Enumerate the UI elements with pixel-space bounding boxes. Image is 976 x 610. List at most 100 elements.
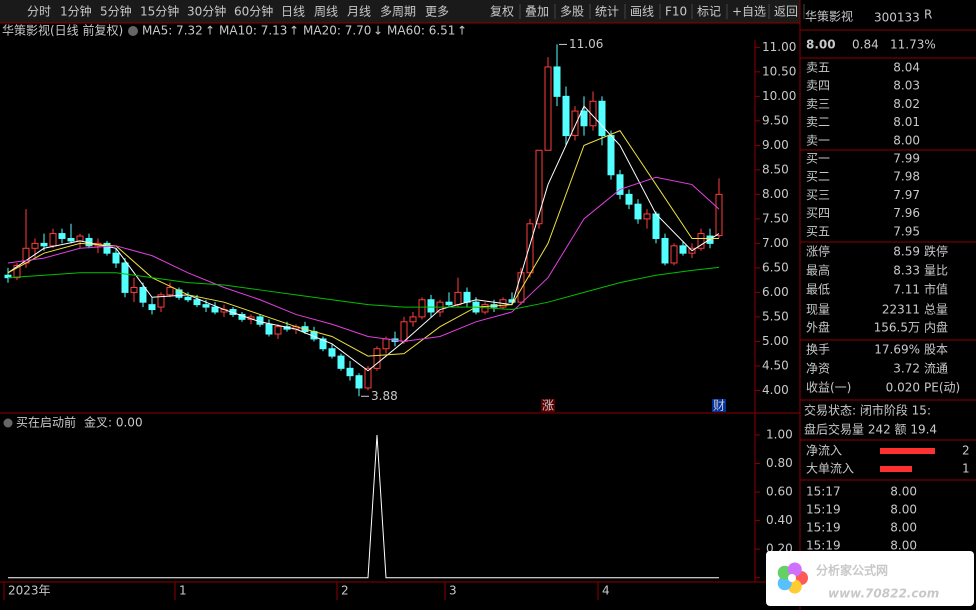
candle-body bbox=[679, 245, 687, 254]
y-tick-label: 6.00 bbox=[762, 285, 789, 299]
y-tick-label: 9.50 bbox=[762, 113, 789, 127]
watermark-logo bbox=[787, 562, 802, 577]
watermark-logo bbox=[777, 576, 792, 591]
y-tick-label: 0.60 bbox=[766, 485, 793, 499]
watermark-bg bbox=[766, 551, 974, 606]
y-tick-label: 6.50 bbox=[762, 260, 789, 274]
legend-arrow: ↑ bbox=[457, 24, 467, 38]
stat-label: PE(动) bbox=[924, 381, 960, 395]
price-pct: 11.73% bbox=[890, 38, 936, 52]
tick-time: 15:19 bbox=[806, 503, 841, 517]
candle-body bbox=[202, 304, 210, 308]
candle-body bbox=[148, 304, 156, 311]
tool-button[interactable]: 画线 bbox=[630, 5, 654, 19]
book-price: 8.03 bbox=[893, 79, 920, 93]
stat-value: 22311 bbox=[882, 303, 920, 317]
period-tab[interactable]: 60分钟 bbox=[234, 4, 273, 19]
tool-button[interactable]: F10 bbox=[665, 5, 687, 19]
tool-button[interactable]: 多股 bbox=[560, 5, 584, 19]
candle-body bbox=[562, 95, 570, 137]
period-tab[interactable]: 5分钟 bbox=[100, 4, 132, 19]
price-change: 0.84 bbox=[852, 38, 879, 52]
stat-label: 流通 bbox=[924, 362, 948, 376]
tick-time: 15:19 bbox=[806, 521, 841, 535]
tool-button[interactable]: 标记 bbox=[697, 5, 721, 19]
candle-body bbox=[571, 110, 579, 137]
candle-body bbox=[130, 286, 138, 293]
period-tab[interactable]: 多周期 bbox=[380, 5, 416, 19]
y-tick-label: 4.50 bbox=[762, 358, 789, 372]
ma-line bbox=[7, 266, 720, 311]
period-tab[interactable]: 分时 bbox=[27, 5, 51, 19]
candle-body bbox=[265, 323, 273, 335]
tick-time: 15:19 bbox=[806, 539, 841, 553]
tick-price: 8.00 bbox=[890, 521, 917, 535]
candle-body bbox=[643, 213, 651, 220]
settings-icon[interactable] bbox=[128, 26, 138, 36]
stock-name: 华策影视 bbox=[805, 9, 853, 24]
settings-icon[interactable] bbox=[3, 418, 13, 428]
tool-button[interactable]: 返回 bbox=[774, 5, 798, 19]
candle-body bbox=[463, 291, 471, 303]
candle-body bbox=[634, 203, 642, 220]
candle-body bbox=[454, 291, 462, 306]
candle-body bbox=[400, 321, 408, 342]
x-tick-label: 2 bbox=[341, 584, 349, 598]
flow-label: 大单流入 bbox=[806, 462, 854, 476]
toolbar bbox=[0, 0, 800, 23]
x-tick-label: 3 bbox=[449, 584, 457, 598]
candle-body bbox=[274, 326, 282, 335]
book-price: 7.96 bbox=[893, 206, 920, 220]
stat-label: 最高 bbox=[806, 263, 830, 278]
candle-body bbox=[193, 299, 201, 306]
period-tab[interactable]: 周线 bbox=[314, 5, 338, 19]
book-label: 买三 bbox=[806, 188, 830, 202]
legend-arrow: ↑ bbox=[289, 24, 299, 38]
candle-body bbox=[409, 316, 417, 323]
candle-body bbox=[346, 367, 354, 377]
y-tick-label: 0.40 bbox=[766, 513, 793, 527]
y-tick-label: 1.00 bbox=[766, 427, 793, 441]
period-tab[interactable]: 1分钟 bbox=[60, 4, 92, 19]
event-badge bbox=[712, 399, 726, 412]
stat-label: 换手 bbox=[806, 343, 830, 357]
stock-badge: R bbox=[924, 8, 932, 22]
tool-button[interactable]: 叠加 bbox=[525, 5, 549, 19]
stat-label: 总量 bbox=[924, 303, 948, 317]
candle-body bbox=[526, 223, 534, 274]
candle-body bbox=[508, 299, 516, 303]
period-tab[interactable]: 更多 bbox=[425, 5, 449, 19]
y-tick-label: 7.50 bbox=[762, 211, 789, 225]
x-tick-label: 1 bbox=[179, 584, 187, 598]
stock-code: 300133 bbox=[874, 11, 920, 25]
chart-title: 华策影视(日线 前复权) bbox=[2, 23, 123, 38]
candle-body bbox=[715, 193, 723, 237]
event-label: 财 bbox=[713, 399, 725, 413]
candle-body bbox=[598, 100, 606, 137]
candle-body bbox=[40, 242, 48, 247]
tool-button[interactable]: 复权 bbox=[490, 5, 514, 19]
stat-value: 8.59 bbox=[893, 245, 920, 259]
book-label: 买二 bbox=[806, 170, 830, 184]
candle-body bbox=[661, 237, 669, 264]
candle-body bbox=[355, 375, 363, 389]
tool-button[interactable]: 统计 bbox=[595, 5, 619, 19]
candle-body bbox=[382, 338, 390, 350]
candle-body bbox=[364, 367, 372, 389]
legend-entry: MA10: 7.13 bbox=[219, 24, 287, 38]
period-tab[interactable]: 日线 bbox=[281, 5, 305, 19]
period-tab[interactable]: 月线 bbox=[347, 5, 371, 19]
book-label: 卖二 bbox=[806, 115, 830, 129]
candle-body bbox=[418, 299, 426, 318]
period-tab[interactable]: 30分钟 bbox=[187, 4, 226, 19]
candle-body bbox=[535, 149, 543, 225]
stat-label: 外盘 bbox=[806, 320, 830, 335]
candle-body bbox=[112, 252, 120, 264]
candle-body bbox=[175, 289, 183, 298]
flow-value: 1 bbox=[962, 462, 970, 476]
ma-line bbox=[7, 176, 720, 342]
flow-bar bbox=[880, 448, 935, 454]
period-tab[interactable]: 15分钟 bbox=[140, 4, 179, 19]
tool-button[interactable]: +自选 bbox=[732, 5, 766, 19]
stat-label: 市值 bbox=[924, 282, 948, 297]
